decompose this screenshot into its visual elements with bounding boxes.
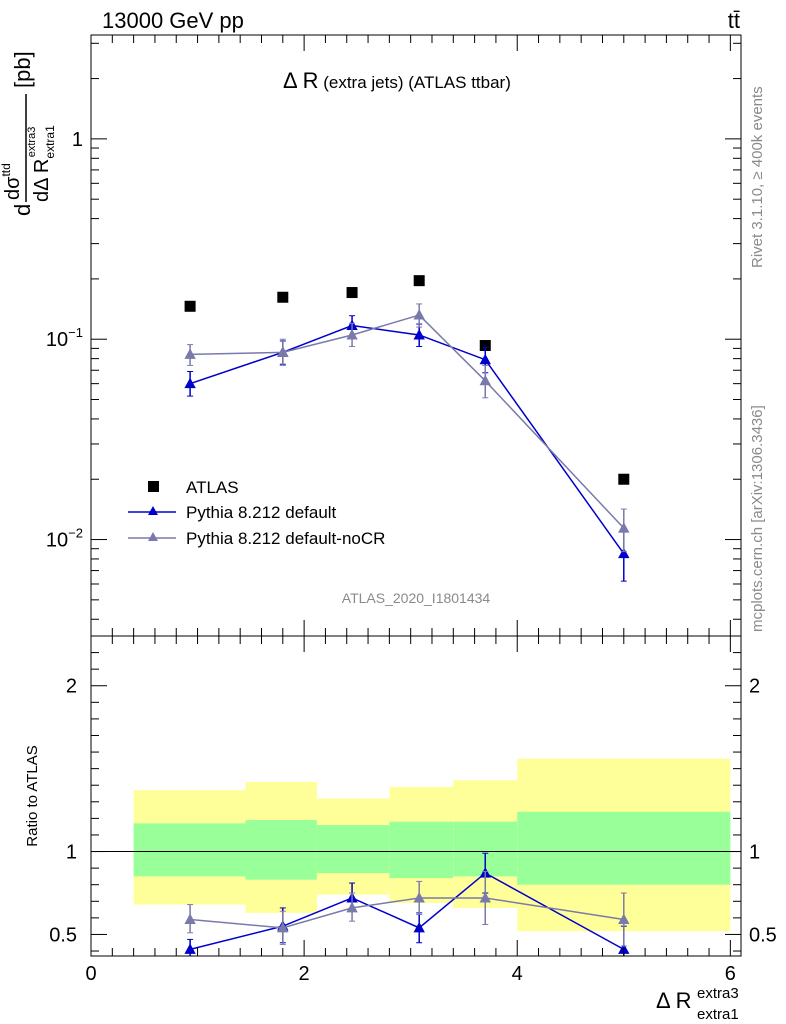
mcplots-side-label: mcplots.cern.ch [arXiv:1306.3436] — [749, 405, 766, 632]
ratio-data-point-triangle — [346, 901, 358, 913]
legend: ATLAS Pythia 8.212 default Pythia 8.212 … — [128, 478, 385, 548]
ylabel-denominator-sub: extra1 — [43, 125, 57, 159]
ratio-uncertainty-bands — [133, 758, 731, 932]
main-y-tick-exponent: −1 — [68, 325, 83, 340]
ylabel-numerator-sup: ttd — [0, 163, 13, 176]
ratio-y-tick-label-left: 0.5 — [49, 924, 77, 946]
main-y-tick-base: 1 — [72, 129, 83, 151]
ratio-series-line — [190, 897, 624, 929]
ratio-y-tick-label-right: 1 — [749, 842, 760, 864]
main-data-point-triangle — [413, 328, 425, 340]
main-title: Δ R (extra jets) (ATLAS ttbar) — [283, 68, 511, 93]
ratio-data-point-triangle — [413, 891, 425, 903]
ratio-band-green — [316, 825, 390, 874]
header-left-label: 13000 GeV pp — [102, 8, 244, 33]
ylabel-d: d — [10, 204, 35, 216]
ratio-series-line — [189, 872, 625, 951]
main-y-tick-base: 10 — [46, 329, 68, 351]
main-title-symbol: Δ R — [283, 68, 318, 93]
main-y-axis-label: d dσttd dΔ Rextra1 extra3 [pb] — [0, 51, 57, 216]
ratio-data-point-triangle — [618, 913, 630, 925]
ratio-x-tick-label: 2 — [299, 963, 310, 985]
main-y-tick-base: 10 — [46, 530, 68, 552]
legend-label-default: Pythia 8.212 default — [186, 503, 337, 522]
ratio-x-tick-label: 6 — [725, 963, 736, 985]
ratio-x-ticks: 0 2 4 6 — [85, 636, 736, 985]
ratio-band-green — [517, 811, 731, 885]
ylabel-denominator-sup: extra3 — [26, 127, 38, 158]
main-data-point-square — [346, 287, 358, 299]
main-data-point-triangle — [346, 328, 358, 340]
main-y-tick-label: 1 — [72, 129, 83, 151]
main-data-point-triangle — [413, 309, 425, 320]
main-data-point-triangle — [277, 346, 289, 357]
main-data-point-square — [413, 275, 425, 287]
main-y-tick-exponent: −2 — [68, 526, 83, 541]
main-series-line — [189, 324, 625, 555]
ratio-band-green — [245, 820, 317, 880]
main-y-tick-label: 10−1 — [46, 325, 83, 351]
main-data-point-square — [184, 300, 196, 312]
main-data-point-triangle — [479, 353, 491, 365]
ratio-band-green — [389, 821, 454, 879]
main-y-ticks: 110−110−2 — [46, 42, 741, 620]
legend-label-atlas: ATLAS — [186, 478, 239, 497]
main-data-point-square — [277, 291, 289, 303]
main-y-tick-label: 10−2 — [46, 526, 83, 552]
ratio-data-point-triangle — [413, 921, 425, 933]
x-axis-label: Δ R extra3 extra1 — [656, 985, 739, 1023]
ratio-y-axis-label: Ratio to ATLAS — [24, 745, 41, 846]
ratio-y-tick-label-right: 2 — [749, 676, 760, 698]
svg-text:d: d — [10, 204, 35, 216]
legend-marker-nocr — [148, 532, 158, 541]
main-data-point-triangle — [618, 522, 630, 533]
main-data-point-square — [618, 473, 630, 485]
legend-label-nocr: Pythia 8.212 default-noCR — [186, 529, 385, 548]
analysis-watermark: ATLAS_2020_I1801434 — [342, 590, 491, 606]
legend-marker-atlas — [148, 481, 159, 492]
header-right-label: tt̄ — [728, 8, 740, 33]
main-data-point-triangle — [618, 547, 630, 559]
rivet-side-label: Rivet 3.1.10, ≥ 400k events — [749, 86, 766, 268]
main-title-rest: (extra jets) (ATLAS ttbar) — [318, 73, 510, 92]
ylabel-unit: [pb] — [10, 51, 35, 88]
main-data-point-square — [479, 340, 491, 352]
ratio-y-tick-label-left: 2 — [66, 676, 77, 698]
ylabel-denominator: dΔ R — [31, 159, 53, 202]
main-data-point-triangle — [479, 374, 491, 386]
main-data-layer — [184, 275, 630, 582]
ratio-band-green — [133, 823, 246, 877]
ratio-y-tick-label-right: 0.5 — [749, 924, 777, 946]
ratio-x-tick-label: 4 — [512, 963, 523, 985]
main-data-point-triangle — [184, 348, 196, 359]
svg-text:dσttd: dσttd — [0, 163, 24, 200]
ratio-y-tick-label-left: 1 — [66, 842, 77, 864]
main-x-ticks — [90, 35, 731, 636]
legend-marker-default — [148, 506, 158, 515]
main-data-point-triangle — [184, 377, 196, 389]
ratio-data-point-triangle — [184, 913, 196, 925]
ratio-data-point-triangle — [277, 921, 289, 933]
svg-text:Δ R: Δ R — [656, 988, 691, 1013]
ratio-panel: 0.5 0.5 1 1 2 2 0 2 4 6 Ratio to ATLAS Δ R extra… — [24, 635, 777, 1023]
main-panel: 110−110−2 Δ R (extra jets) (ATLAS ttbar)… — [0, 34, 742, 637]
x-axis-label-main: Δ R — [656, 988, 691, 1013]
ratio-data-layer — [184, 852, 630, 956]
x-axis-label-sup: extra3 — [697, 985, 739, 1002]
ratio-y-ticks: 0.5 0.5 1 1 2 2 — [49, 635, 777, 952]
ratio-data-point-triangle — [184, 943, 196, 954]
main-series-line — [190, 314, 625, 529]
ratio-x-tick-label: 0 — [85, 963, 96, 985]
ylabel-numerator: dσ — [2, 176, 24, 200]
ratio-data-point-triangle — [479, 891, 491, 903]
ratio-plot-frame — [90, 635, 742, 957]
x-axis-label-sub: extra1 — [697, 1006, 739, 1023]
svg-text:dΔ Rextra1extra3: dΔ Rextra1 extra3 — [26, 125, 57, 202]
